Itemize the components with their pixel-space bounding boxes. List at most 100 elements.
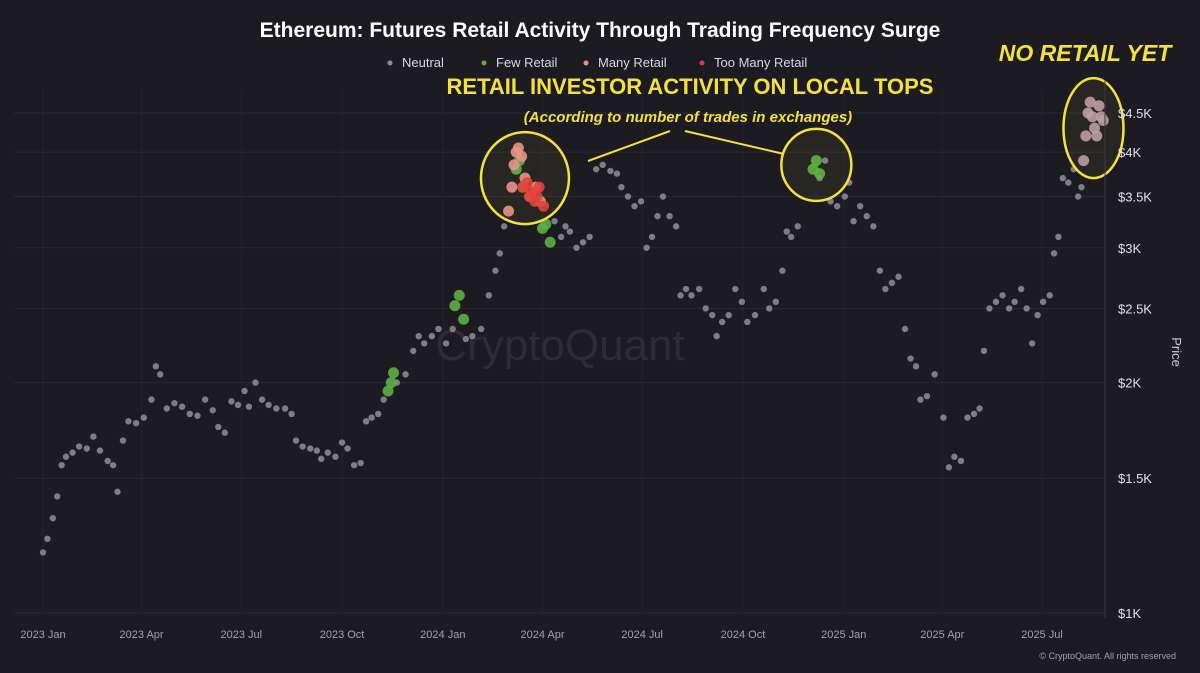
data-point xyxy=(1078,155,1090,167)
data-point xyxy=(157,371,164,378)
data-point xyxy=(109,461,117,469)
data-point xyxy=(245,403,253,410)
data-point xyxy=(281,405,289,412)
legend-label: Neutral xyxy=(402,55,444,70)
data-point xyxy=(313,447,321,454)
data-point xyxy=(821,157,829,164)
data-point xyxy=(907,355,914,362)
data-point xyxy=(964,414,971,421)
y-tick-label: $4K xyxy=(1118,145,1141,160)
connector-line xyxy=(587,130,671,162)
data-point xyxy=(1065,179,1072,186)
data-point xyxy=(1028,340,1036,347)
data-point xyxy=(83,445,91,452)
data-point xyxy=(512,142,524,154)
data-point xyxy=(201,396,209,403)
data-point xyxy=(579,239,587,246)
y-tick-label: $1.5K xyxy=(1118,471,1152,486)
data-point xyxy=(69,449,76,456)
footer-copyright: © CryptoQuant. All rights reserved xyxy=(1039,651,1176,661)
data-point xyxy=(357,459,364,467)
data-point xyxy=(194,412,201,419)
data-point xyxy=(435,325,442,333)
data-point xyxy=(882,285,889,293)
data-point xyxy=(713,332,720,340)
data-point xyxy=(682,285,690,293)
data-point xyxy=(876,267,884,274)
data-point xyxy=(500,223,508,230)
data-point xyxy=(324,449,332,456)
data-point xyxy=(599,161,606,169)
legend-label: Few Retail xyxy=(496,55,558,70)
data-point xyxy=(39,549,47,556)
annotation-main: RETAIL INVESTOR ACTIVITY ON LOCAL TOPS xyxy=(447,74,934,99)
data-point xyxy=(209,407,216,414)
data-point xyxy=(677,292,684,299)
x-tick-label: 2025 Jul xyxy=(1021,629,1063,641)
data-point xyxy=(688,292,695,299)
data-point xyxy=(912,363,920,370)
data-point xyxy=(709,311,716,319)
data-point xyxy=(380,396,387,403)
x-tick-label: 2023 Jan xyxy=(20,629,65,641)
data-point xyxy=(992,298,1000,306)
data-point xyxy=(841,193,849,200)
data-point xyxy=(1011,298,1018,306)
data-point xyxy=(856,202,864,210)
data-point xyxy=(49,514,57,522)
data-point xyxy=(654,212,661,220)
data-point xyxy=(273,405,280,412)
data-point xyxy=(265,401,272,409)
data-point xyxy=(171,399,178,407)
x-axis: 2023 Jan 2023 Apr 2023 Jul 2023 Oct 2024 Jan… xyxy=(20,629,1062,641)
data-point xyxy=(631,202,638,210)
data-point xyxy=(258,396,266,403)
data-point xyxy=(62,453,70,460)
data-point xyxy=(307,445,314,452)
legend-marker xyxy=(481,60,487,66)
data-point xyxy=(586,233,593,241)
data-point xyxy=(114,488,121,495)
legend-marker xyxy=(699,60,705,66)
data-point xyxy=(449,300,461,312)
x-tick-label: 2024 Apr xyxy=(520,629,564,641)
data-point xyxy=(833,202,841,210)
data-point xyxy=(787,233,795,241)
data-point xyxy=(533,181,545,193)
data-point xyxy=(1059,174,1067,182)
data-point xyxy=(299,443,306,450)
data-point xyxy=(1084,96,1096,108)
data-point xyxy=(1091,130,1103,142)
data-point xyxy=(1055,233,1062,241)
data-point xyxy=(288,410,295,418)
data-point xyxy=(1046,292,1053,299)
grid-lines xyxy=(14,90,1105,614)
data-point xyxy=(573,244,580,251)
data-point xyxy=(104,457,111,465)
data-point xyxy=(1005,305,1013,312)
data-point xyxy=(140,414,147,421)
data-point xyxy=(385,377,397,389)
data-point xyxy=(163,405,170,412)
data-point xyxy=(562,223,569,230)
data-point xyxy=(485,292,493,299)
annotation-no-retail: NO RETAIL YET xyxy=(999,40,1173,66)
data-point xyxy=(1074,193,1082,200)
data-point xyxy=(458,313,470,325)
data-point xyxy=(779,267,786,274)
data-point xyxy=(362,418,370,425)
x-tick-label: 2023 Jul xyxy=(220,629,262,641)
data-point xyxy=(643,244,650,251)
data-point xyxy=(449,325,456,333)
data-point xyxy=(75,443,83,450)
data-point xyxy=(999,292,1006,299)
annotation-sub: (According to number of trades in exchan… xyxy=(524,109,852,126)
data-point xyxy=(637,198,645,205)
data-point xyxy=(374,410,382,418)
data-point xyxy=(760,285,767,293)
data-point xyxy=(516,150,528,162)
data-point xyxy=(1017,285,1025,293)
highlight-circle xyxy=(1062,76,1125,180)
data-point xyxy=(648,233,656,241)
y-tick-label: $2K xyxy=(1118,376,1141,391)
